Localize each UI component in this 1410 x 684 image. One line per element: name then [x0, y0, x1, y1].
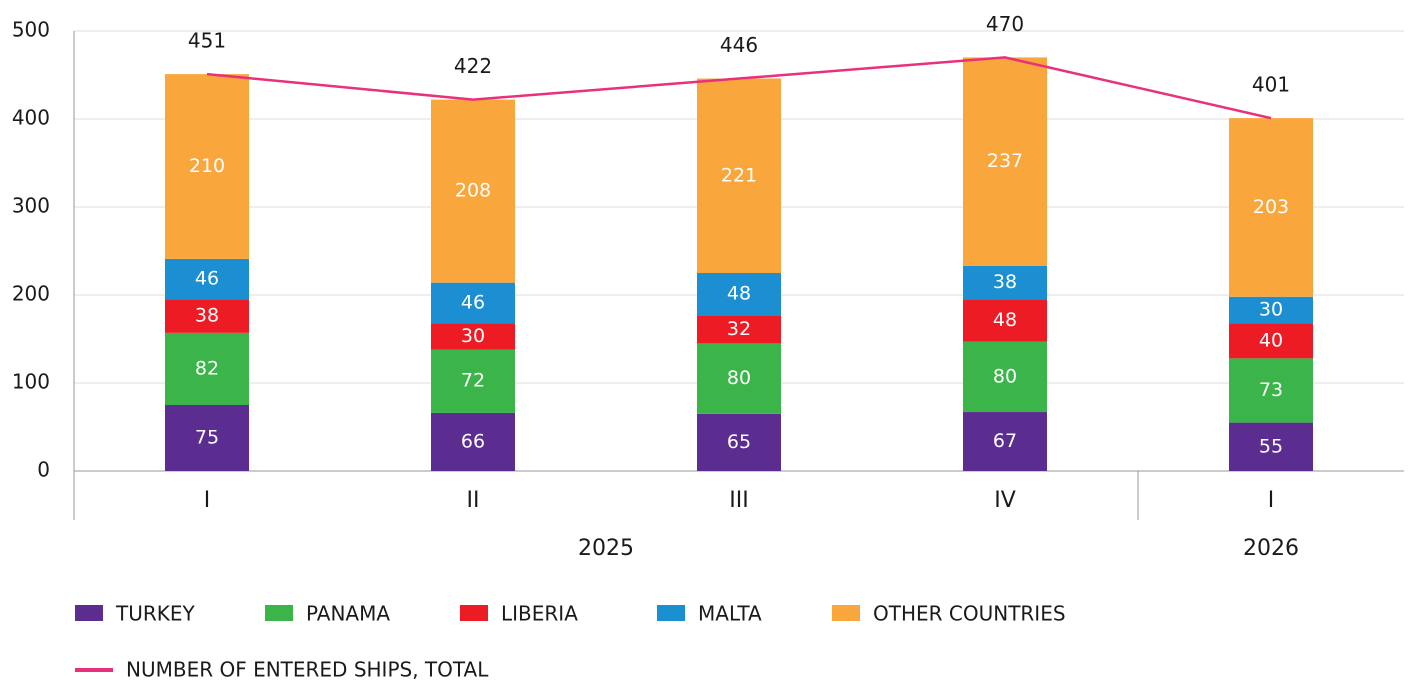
x-tick-label: III	[729, 488, 748, 513]
total-label: 451	[188, 29, 226, 53]
legend-label: TURKEY	[115, 602, 196, 626]
value-label: 237	[987, 150, 1023, 172]
y-tick-label: 300	[12, 194, 50, 218]
y-tick-label: 500	[12, 18, 50, 42]
total-label: 401	[1252, 73, 1290, 97]
legend-label: LIBERIA	[501, 602, 578, 626]
value-label: 46	[461, 291, 485, 313]
bar-segment	[697, 78, 781, 274]
x-tick-label: IV	[994, 488, 1016, 513]
bar-segment	[697, 413, 781, 471]
value-label: 66	[461, 430, 485, 452]
value-label: 32	[727, 318, 751, 340]
bar-segment	[963, 299, 1047, 342]
y-tick-label: 100	[12, 370, 50, 394]
value-label: 65	[727, 431, 751, 453]
legend-swatch	[460, 605, 488, 621]
total-label: 470	[986, 12, 1024, 36]
legend-label: MALTA	[698, 602, 762, 626]
bar-segment	[1229, 358, 1313, 423]
value-label: 40	[1259, 329, 1283, 351]
bar-segment	[963, 57, 1047, 266]
x-tick-label: I	[204, 488, 211, 513]
bar-segment	[165, 258, 249, 300]
value-label: 72	[461, 370, 485, 392]
value-label: 73	[1259, 379, 1283, 401]
value-label: 203	[1253, 196, 1289, 218]
value-label: 221	[721, 164, 757, 186]
bar-segment	[697, 273, 781, 316]
legend-label: PANAMA	[306, 602, 390, 626]
bar-segment	[431, 282, 515, 324]
value-label: 75	[195, 427, 219, 449]
legend-label: OTHER COUNTRIES	[873, 602, 1066, 626]
bar-segment	[963, 412, 1047, 471]
value-label: 210	[189, 155, 225, 177]
value-label: 38	[195, 305, 219, 327]
legend-swatch	[265, 605, 293, 621]
x-tick-label: II	[467, 488, 480, 513]
total-line	[206, 56, 1272, 120]
y-tick-label: 400	[12, 106, 50, 130]
bar-segment	[431, 412, 515, 471]
bar-segment	[431, 349, 515, 413]
bar-segment	[697, 343, 781, 414]
group-label: 2026	[1243, 536, 1299, 561]
value-label: 38	[993, 271, 1017, 293]
y-tick-label: 200	[12, 282, 50, 306]
value-label: 82	[195, 357, 219, 379]
bar-segment	[963, 341, 1047, 413]
value-label: 55	[1259, 435, 1283, 457]
legend-swatch	[657, 605, 685, 621]
value-label: 208	[455, 180, 491, 202]
bar-segment	[963, 265, 1047, 300]
value-label: 30	[1259, 298, 1283, 320]
value-label: 80	[993, 365, 1017, 387]
bar-segment	[165, 405, 249, 471]
value-label: 48	[727, 283, 751, 305]
legend-swatch	[75, 605, 103, 621]
bar-segment	[1229, 422, 1313, 471]
legend-swatch	[832, 605, 860, 621]
legend-label: NUMBER OF ENTERED SHIPS, TOTAL	[126, 658, 489, 682]
value-label: 80	[727, 367, 751, 389]
value-label: 67	[993, 430, 1017, 452]
total-label: 422	[454, 54, 492, 78]
bar-segment	[431, 323, 515, 350]
bar-segment	[1229, 296, 1313, 324]
value-label: 30	[461, 325, 485, 347]
x-tick-label: I	[1268, 488, 1275, 513]
value-label: 48	[993, 309, 1017, 331]
bar-segment	[165, 332, 249, 405]
bar-segment	[165, 299, 249, 333]
group-label: 2025	[578, 536, 634, 561]
bar-segment	[697, 315, 781, 344]
value-label: 46	[195, 268, 219, 290]
y-tick-label: 0	[37, 458, 50, 482]
bar-segment	[1229, 323, 1313, 359]
total-label: 446	[720, 33, 758, 57]
bar-segment	[1229, 118, 1313, 297]
bar-segment	[165, 74, 249, 259]
bar-segment	[431, 99, 515, 283]
